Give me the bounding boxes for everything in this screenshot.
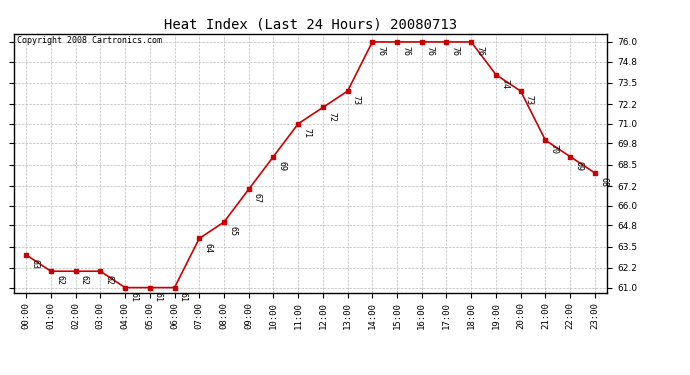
Text: 76: 76 (401, 46, 410, 56)
Text: 76: 76 (475, 46, 484, 56)
Text: 73: 73 (352, 95, 361, 105)
Text: 76: 76 (377, 46, 386, 56)
Text: 68: 68 (599, 177, 608, 187)
Text: 67: 67 (253, 194, 262, 204)
Text: 62: 62 (55, 275, 64, 285)
Text: 64: 64 (204, 243, 213, 253)
Text: 61: 61 (179, 292, 188, 302)
Text: 70: 70 (549, 144, 558, 154)
Text: 76: 76 (426, 46, 435, 56)
Text: 61: 61 (154, 292, 163, 302)
Text: 69: 69 (574, 161, 583, 171)
Text: 62: 62 (104, 275, 113, 285)
Title: Heat Index (Last 24 Hours) 20080713: Heat Index (Last 24 Hours) 20080713 (164, 17, 457, 31)
Text: 71: 71 (302, 128, 311, 138)
Text: 74: 74 (500, 79, 509, 89)
Text: 65: 65 (228, 226, 237, 236)
Text: 72: 72 (327, 112, 336, 122)
Text: 76: 76 (451, 46, 460, 56)
Text: 62: 62 (80, 275, 89, 285)
Text: 63: 63 (30, 259, 39, 269)
Text: 69: 69 (277, 161, 286, 171)
Text: 61: 61 (129, 292, 138, 302)
Text: 73: 73 (525, 95, 534, 105)
Text: Copyright 2008 Cartronics.com: Copyright 2008 Cartronics.com (17, 36, 161, 45)
